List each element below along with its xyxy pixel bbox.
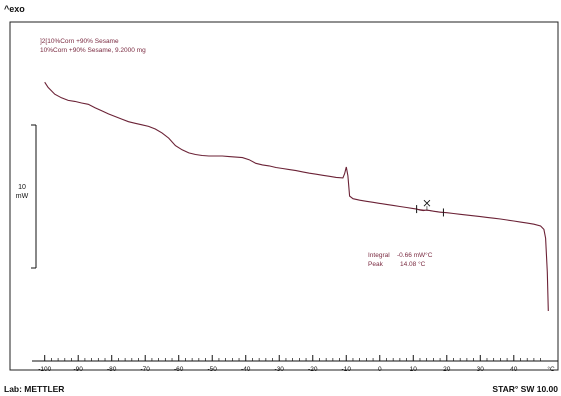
peak-integration bbox=[416, 199, 444, 217]
heat-flow-curve bbox=[44, 81, 549, 312]
software-version: STAR° SW 10.00 bbox=[492, 384, 558, 394]
x-tick-label: -100 bbox=[38, 366, 51, 373]
peak-label: Peak bbox=[368, 261, 384, 268]
integration-baseline bbox=[416, 208, 444, 213]
lab-name: Lab: METTLER bbox=[4, 384, 64, 394]
sample-description: 10%Corn +90% Sesame, 9.2000 mg bbox=[40, 47, 146, 54]
x-tick-label: 0 bbox=[378, 366, 382, 373]
x-tick-label: -50 bbox=[208, 366, 218, 373]
peak-marker-stroke-b bbox=[423, 199, 431, 207]
results-box: Integral -0.66 mW°C Peak 14.08 °C bbox=[368, 251, 433, 268]
x-tick-label: -90 bbox=[74, 366, 84, 373]
x-tick-label: -40 bbox=[241, 366, 251, 373]
plot-frame bbox=[9, 21, 559, 371]
x-tick-label: 40 bbox=[510, 366, 518, 373]
x-axis-unit: °C bbox=[547, 365, 555, 373]
x-tick-label: -20 bbox=[308, 366, 318, 373]
peak-value: 14.08 °C bbox=[400, 260, 426, 268]
x-tick-label: 30 bbox=[477, 366, 485, 373]
x-axis: -100 -90 -80 -70 -60 -50 -40 -30 -20 -10 0 10 20 30 40… bbox=[32, 355, 558, 373]
x-tick-label: 10 bbox=[410, 366, 418, 373]
x-tick-label: -80 bbox=[107, 366, 117, 373]
integral-value: -0.66 mW°C bbox=[397, 251, 433, 259]
x-tick-label: -10 bbox=[342, 366, 352, 373]
integral-label: Integral bbox=[368, 252, 390, 259]
scale-bar-unit: mW bbox=[16, 193, 29, 200]
scale-bar: 10 mW bbox=[16, 124, 37, 269]
scale-bar-value: 10 bbox=[18, 184, 26, 191]
exo-direction-label: ^exo bbox=[4, 4, 25, 14]
x-tick-label: 20 bbox=[443, 366, 451, 373]
x-tick-label: -70 bbox=[141, 366, 151, 373]
x-tick-label: -30 bbox=[275, 366, 285, 373]
x-tick-label: -60 bbox=[174, 366, 184, 373]
sample-name: ]2[10%Corn +90% Sesame bbox=[40, 38, 119, 45]
